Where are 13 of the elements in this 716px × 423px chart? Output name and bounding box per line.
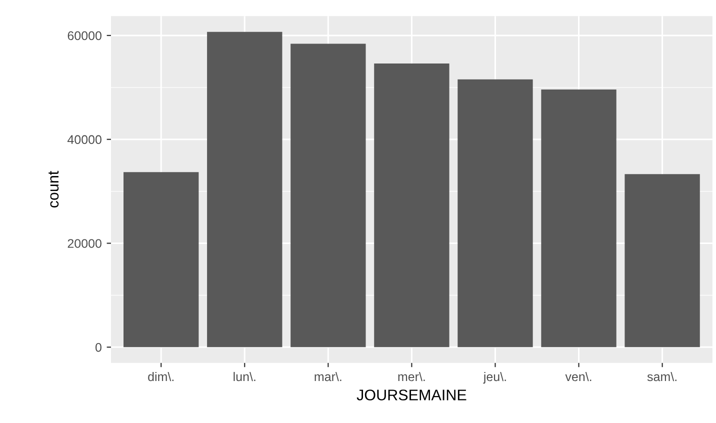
y-tick-label: 40000 [67, 135, 102, 144]
y-tick-label: 0 [95, 342, 102, 352]
y-axis-title: count [48, 170, 59, 208]
x-axis-title: JOURSEMAINE [356, 390, 466, 400]
x-tick-label: dim\. [148, 372, 174, 382]
y-tick-label: 20000 [68, 239, 102, 248]
x-tick-label: lun\. [234, 372, 256, 382]
y-tick-label: 60000 [68, 31, 102, 40]
x-tick-label: mar\. [314, 372, 342, 382]
x-tick-label: ven\. [565, 372, 592, 382]
x-tick-label: sam\. [647, 372, 676, 382]
x-tick-label: mer\. [398, 372, 425, 382]
x-tick-label: jeu\. [483, 372, 506, 384]
